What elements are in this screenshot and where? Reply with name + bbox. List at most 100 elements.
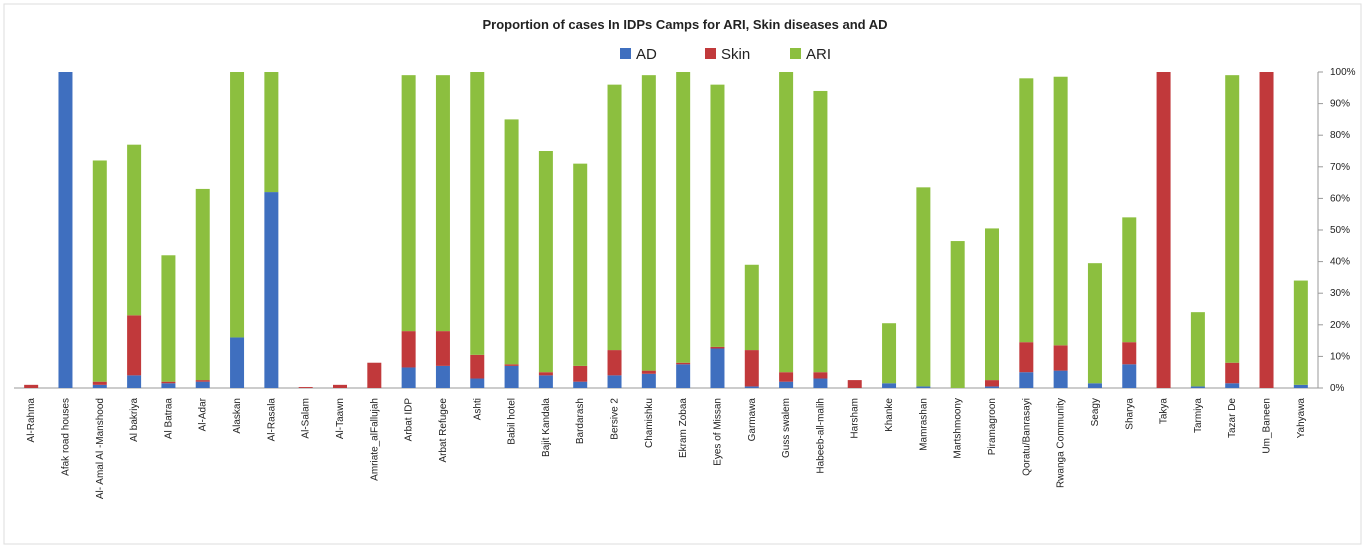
bar-segment — [538, 375, 553, 388]
bar-segment — [1225, 75, 1240, 363]
x-tick-label: Al Batraa — [163, 398, 174, 440]
bar-segment — [641, 75, 656, 371]
x-tick-label: Guss swalem — [781, 398, 792, 458]
bar-segment — [401, 367, 416, 388]
bar-segment — [744, 386, 759, 388]
x-tick-label: Afak road houses — [60, 398, 71, 476]
bar-segment — [161, 383, 176, 388]
bar-segment — [1053, 76, 1068, 346]
y-tick-label: 50% — [1330, 225, 1350, 236]
bar-segment — [710, 348, 725, 388]
bar-segment — [1019, 78, 1034, 343]
y-tick-label: 10% — [1330, 351, 1350, 362]
bar-segment — [779, 381, 794, 388]
x-tick-label: Bajit Kandala — [541, 398, 552, 457]
bar-segment — [882, 383, 897, 388]
bar-segment — [127, 315, 142, 376]
x-tick-label: Al- Amal Al -Manshood — [95, 398, 106, 499]
x-tick-label: Yahyawa — [1296, 398, 1307, 439]
bar-segment — [24, 384, 39, 388]
bar-segment — [470, 72, 485, 355]
y-tick-label: 40% — [1330, 257, 1350, 268]
x-tick-label: Al-Adar — [198, 397, 209, 431]
x-tick-label: Seagy — [1090, 398, 1101, 426]
bar-segment — [161, 255, 176, 382]
y-tick-label: 0% — [1330, 383, 1345, 394]
bar-segment — [744, 350, 759, 387]
bar-segment — [92, 381, 107, 385]
bar-segment — [882, 323, 897, 384]
bar-segment — [676, 364, 691, 388]
bar-segment — [641, 373, 656, 388]
x-tick-label: Bersive 2 — [610, 398, 621, 440]
y-tick-label: 100% — [1330, 67, 1356, 78]
bar-segment — [1225, 362, 1240, 384]
x-tick-label: Rwanga Community — [1056, 398, 1067, 488]
x-tick-label: Harsham — [850, 398, 861, 439]
bar-segment — [538, 151, 553, 373]
bar-segment — [1122, 364, 1137, 388]
bar-segment — [1156, 72, 1171, 388]
bar-segment — [641, 370, 656, 374]
bar-segment — [58, 72, 73, 388]
bar-segment — [92, 160, 107, 382]
bar-segment — [1190, 312, 1205, 387]
y-tick-label: 90% — [1330, 99, 1350, 110]
bar-segment — [127, 144, 142, 316]
x-tick-label: Sharya — [1124, 398, 1135, 430]
chart-title: Proportion of cases In IDPs Camps for AR… — [482, 17, 887, 32]
bar-segment — [504, 364, 519, 366]
x-tick-label: Eyes of Missan — [712, 398, 723, 466]
x-tick-label: Takya — [1159, 398, 1170, 425]
bar-segment — [333, 384, 347, 388]
bar-segment — [161, 381, 176, 384]
bar-segment — [985, 228, 999, 381]
bar-segment — [573, 365, 588, 382]
bar-segment — [195, 381, 210, 388]
y-tick-label: 70% — [1330, 162, 1350, 173]
bar-segment — [264, 192, 279, 388]
bar-segment — [195, 380, 210, 382]
bar-segment — [230, 337, 245, 388]
legend-swatch — [705, 48, 716, 59]
x-tick-label: Babil hotel — [507, 398, 518, 445]
bar-segment — [813, 372, 828, 379]
bar-segment — [607, 84, 622, 351]
bar-segment — [435, 75, 450, 332]
bar-segment — [401, 75, 416, 332]
x-tick-label: Garmawa — [747, 398, 758, 442]
bar-segment — [127, 375, 142, 388]
bar-segment — [1053, 345, 1068, 371]
bar-segment — [607, 350, 622, 376]
bar-segment — [367, 362, 382, 388]
bar-segment — [916, 386, 931, 388]
x-tick-label: Khanke — [884, 398, 895, 432]
bar-segment — [230, 72, 245, 338]
x-tick-label: Habeeb-all-malih — [815, 398, 826, 474]
bar-segment — [1053, 370, 1068, 388]
bar-segment — [538, 372, 553, 376]
bar-segment — [92, 384, 107, 388]
bar-segment — [744, 264, 759, 351]
bar-segment — [573, 381, 588, 388]
bar-segment — [401, 331, 416, 368]
x-tick-label: Chamishku — [644, 398, 655, 448]
x-tick-label: Martshmoony — [953, 398, 964, 459]
x-tick-label: Al-Rasala — [266, 398, 277, 442]
bar-segment — [1259, 72, 1274, 388]
bar-segment — [607, 375, 622, 388]
bar-segment — [1019, 342, 1034, 373]
x-tick-label: Al-Salam — [301, 398, 312, 439]
y-tick-label: 20% — [1330, 320, 1350, 331]
x-tick-label: Piramagroon — [987, 398, 998, 455]
bar-segment — [573, 163, 588, 366]
bar-segment — [435, 331, 450, 366]
bar-segment — [470, 354, 485, 379]
bar-segment — [813, 90, 828, 373]
bar-segment — [779, 72, 794, 373]
x-tick-label: Tarmiya — [1193, 398, 1204, 433]
x-tick-label: Al-Taawn — [335, 398, 346, 439]
bar-segment — [264, 72, 279, 193]
bar-segment — [1293, 384, 1308, 388]
bar-segment — [950, 241, 965, 388]
